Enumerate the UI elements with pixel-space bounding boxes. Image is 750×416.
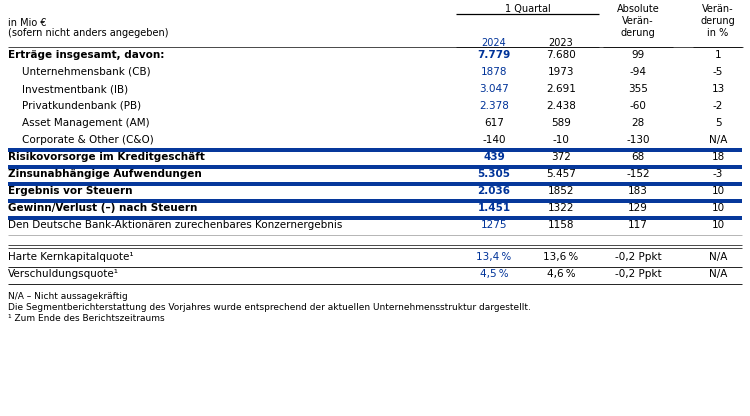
Text: 355: 355	[628, 84, 648, 94]
Text: 3.047: 3.047	[479, 84, 508, 94]
Text: 5.457: 5.457	[546, 169, 576, 179]
Text: ¹ Zum Ende des Berichtszeitraums: ¹ Zum Ende des Berichtszeitraums	[8, 314, 165, 323]
Text: 617: 617	[484, 118, 504, 128]
Text: 1878: 1878	[481, 67, 507, 77]
Text: N/A: N/A	[709, 135, 728, 145]
Text: 1852: 1852	[548, 186, 574, 196]
Text: 10: 10	[712, 186, 724, 196]
Text: Unternehmensbank (CB): Unternehmensbank (CB)	[22, 67, 151, 77]
Text: Harte Kernkapitalquote¹: Harte Kernkapitalquote¹	[8, 252, 134, 262]
Text: 13,4 %: 13,4 %	[476, 252, 512, 262]
Text: Risikovorsorge im Kreditgeschäft: Risikovorsorge im Kreditgeschäft	[8, 152, 205, 162]
Text: Ergebnis vor Steuern: Ergebnis vor Steuern	[8, 186, 133, 196]
Text: 10: 10	[712, 203, 724, 213]
Text: 28: 28	[632, 118, 644, 128]
Text: (sofern nicht anders angegeben): (sofern nicht anders angegeben)	[8, 28, 169, 38]
Text: N/A – Nicht aussagekräftig: N/A – Nicht aussagekräftig	[8, 292, 128, 301]
Text: Asset Management (AM): Asset Management (AM)	[22, 118, 149, 128]
Text: -2: -2	[712, 101, 723, 111]
Text: 1322: 1322	[548, 203, 574, 213]
Text: Erträge insgesamt, davon:: Erträge insgesamt, davon:	[8, 50, 164, 60]
Text: 589: 589	[551, 118, 571, 128]
Text: 2.438: 2.438	[546, 101, 576, 111]
Text: N/A: N/A	[709, 252, 728, 262]
Text: 13,6 %: 13,6 %	[543, 252, 579, 262]
Text: 2023: 2023	[548, 38, 573, 48]
Text: 117: 117	[628, 220, 648, 230]
Text: Absolute
Verän-
derung: Absolute Verän- derung	[616, 4, 659, 38]
Text: 7.779: 7.779	[477, 50, 511, 60]
Text: -5: -5	[712, 67, 723, 77]
Text: Verän-
derung
in %: Verän- derung in %	[700, 4, 735, 38]
Text: 372: 372	[551, 152, 571, 162]
Text: 2.378: 2.378	[479, 101, 509, 111]
Text: -60: -60	[629, 101, 646, 111]
Text: Den Deutsche Bank-Aktionären zurechenbares Konzernergebnis: Den Deutsche Bank-Aktionären zurechenbar…	[8, 220, 342, 230]
Text: 183: 183	[628, 186, 648, 196]
Text: 1: 1	[715, 50, 722, 60]
Text: 1158: 1158	[548, 220, 574, 230]
Text: 2.036: 2.036	[478, 186, 511, 196]
Text: Corporate & Other (C&O): Corporate & Other (C&O)	[22, 135, 154, 145]
Text: 2.691: 2.691	[546, 84, 576, 94]
Text: Gewinn/Verlust (–) nach Steuern: Gewinn/Verlust (–) nach Steuern	[8, 203, 197, 213]
Text: -94: -94	[629, 67, 646, 77]
Text: 129: 129	[628, 203, 648, 213]
Text: -10: -10	[553, 135, 569, 145]
Text: 1.451: 1.451	[478, 203, 511, 213]
Text: 68: 68	[632, 152, 644, 162]
Text: Zinsunabhängige Aufwendungen: Zinsunabhängige Aufwendungen	[8, 169, 202, 179]
Text: 1275: 1275	[481, 220, 507, 230]
Text: 4,5 %: 4,5 %	[480, 269, 508, 279]
Text: Privatkundenbank (PB): Privatkundenbank (PB)	[22, 101, 141, 111]
Text: 4,6 %: 4,6 %	[547, 269, 575, 279]
Text: 5.305: 5.305	[478, 169, 511, 179]
Text: 5: 5	[715, 118, 722, 128]
Text: Verschuldungsquote¹: Verschuldungsquote¹	[8, 269, 119, 279]
Text: 99: 99	[632, 50, 644, 60]
Text: N/A: N/A	[709, 269, 728, 279]
Text: in Mio €: in Mio €	[8, 18, 46, 28]
Text: Die Segmentberichterstattung des Vorjahres wurde entsprechend der aktuellen Unte: Die Segmentberichterstattung des Vorjahr…	[8, 303, 531, 312]
Text: -3: -3	[712, 169, 723, 179]
Text: 18: 18	[711, 152, 724, 162]
Text: 1973: 1973	[548, 67, 574, 77]
Text: -0,2 Ppkt: -0,2 Ppkt	[615, 269, 662, 279]
Text: -130: -130	[626, 135, 650, 145]
Text: 10: 10	[712, 220, 724, 230]
Text: 7.680: 7.680	[546, 50, 576, 60]
Text: -0,2 Ppkt: -0,2 Ppkt	[615, 252, 662, 262]
Text: 1 Quartal: 1 Quartal	[505, 4, 550, 14]
Text: 2024: 2024	[482, 38, 506, 48]
Text: Investmentbank (IB): Investmentbank (IB)	[22, 84, 128, 94]
Text: -152: -152	[626, 169, 650, 179]
Text: -140: -140	[482, 135, 506, 145]
Text: 439: 439	[483, 152, 505, 162]
Text: 13: 13	[711, 84, 724, 94]
